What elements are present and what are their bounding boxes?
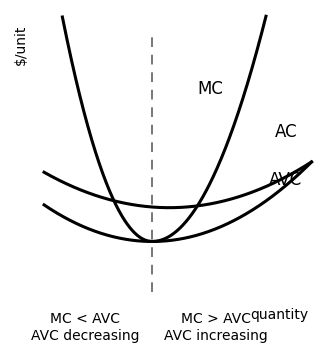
Text: $/unit: $/unit bbox=[14, 24, 28, 64]
Text: MC > AVC: MC > AVC bbox=[181, 312, 251, 326]
Text: AVC decreasing: AVC decreasing bbox=[31, 329, 139, 343]
Text: AVC: AVC bbox=[269, 170, 302, 189]
Text: AVC increasing: AVC increasing bbox=[164, 329, 268, 343]
Text: MC: MC bbox=[198, 80, 224, 99]
Text: MC < AVC: MC < AVC bbox=[50, 312, 120, 326]
Text: quantity: quantity bbox=[250, 308, 309, 322]
Text: AC: AC bbox=[275, 122, 297, 141]
